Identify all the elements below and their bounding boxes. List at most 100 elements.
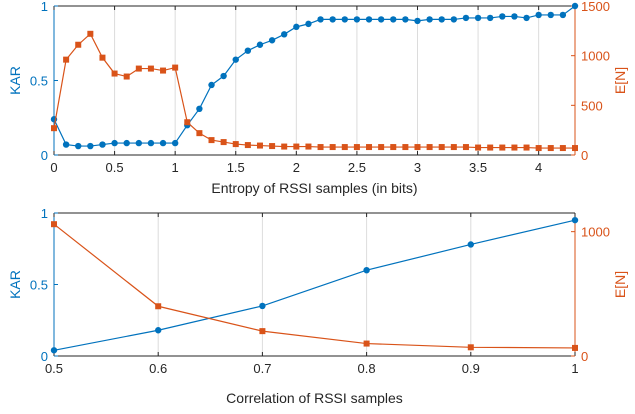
left-tick-label: 0.5 [30, 278, 48, 293]
kar-point [62, 141, 70, 148]
kar-point [523, 14, 530, 22]
kar-point [474, 14, 482, 22]
kar-point [196, 105, 203, 113]
en-point [51, 221, 57, 228]
kar-point [155, 327, 162, 334]
en-point [390, 144, 397, 151]
en-point [184, 119, 191, 126]
kar-point [329, 16, 336, 23]
kar-point [256, 41, 264, 48]
kar-point [341, 16, 348, 23]
kar-point [75, 142, 82, 150]
entropy-chart: 0 0.5 1 1.5 2 2.5 3 3.5 4 0 0.5 1 0 500 1000 1500 Entrop… [7, 0, 628, 196]
kar-point [426, 16, 433, 23]
kar-point [559, 11, 567, 19]
kar-point [281, 31, 288, 38]
x-tick-label: 1.5 [227, 160, 245, 175]
kar-point [438, 16, 445, 23]
kar-point [402, 16, 409, 23]
en-point [208, 137, 215, 144]
en-point [172, 64, 179, 71]
x-tick-label: 3 [414, 160, 421, 175]
kar-point [486, 14, 494, 22]
kar-point [535, 11, 542, 19]
kar-point [87, 142, 94, 150]
en-point [426, 144, 433, 151]
x-tick-label: 1 [571, 361, 578, 376]
en-point [547, 145, 554, 152]
en-point [559, 145, 566, 152]
en-point [535, 145, 542, 152]
kar-line [53, 5, 576, 147]
en-point [305, 143, 312, 150]
en-line [53, 223, 576, 349]
en-point [487, 144, 494, 151]
en-line [53, 32, 575, 149]
x-tick-label: 0.9 [462, 361, 480, 376]
kar-point [147, 139, 155, 147]
left-tick-label: 1 [41, 206, 48, 221]
en-point [438, 144, 445, 151]
en-point [475, 144, 482, 151]
kar-point [462, 14, 470, 22]
en-point [269, 143, 276, 150]
left-axis-label: KAR [7, 66, 23, 95]
kar-line [53, 219, 576, 351]
kar-point [450, 16, 458, 23]
en-point [281, 143, 288, 150]
x-tick-label: 0.5 [45, 361, 63, 376]
kar-point [232, 56, 239, 63]
en-point [220, 139, 227, 146]
kar-point [293, 23, 300, 31]
left-axis-label: KAR [7, 270, 23, 299]
en-point [99, 54, 106, 61]
kar-point [268, 37, 276, 44]
left-tick-label: 1 [41, 0, 48, 14]
en-point [353, 144, 360, 151]
kar-point [259, 302, 266, 310]
kar-point [571, 2, 579, 10]
kar-point [208, 81, 215, 89]
right-tick-label: 1000 [581, 49, 610, 64]
en-point [63, 56, 70, 63]
kar-point [363, 267, 370, 274]
kar-point [171, 139, 179, 147]
en-point [462, 144, 469, 151]
x-tick-label: 0 [50, 160, 57, 175]
x-tick-label: 0.7 [253, 361, 271, 376]
kar-point [99, 141, 106, 148]
x-tick-label: 3.5 [469, 160, 487, 175]
en-point [111, 70, 118, 77]
kar-point [317, 16, 324, 23]
kar-point [159, 139, 167, 147]
en-point [244, 142, 251, 149]
kar-point [547, 11, 554, 19]
en-point [232, 141, 239, 148]
kar-point [571, 216, 579, 224]
kar-point [135, 139, 143, 147]
en-point [523, 144, 530, 151]
right-tick-label: 1500 [581, 0, 610, 14]
x-tick-label: 2.5 [348, 160, 366, 175]
en-point [155, 303, 162, 310]
x-tick-label: 0.6 [149, 361, 167, 376]
right-axis-label: E[N] [612, 271, 628, 298]
kar-point [467, 241, 474, 248]
kar-point [499, 13, 506, 20]
en-point [51, 125, 57, 132]
en-point [329, 144, 336, 151]
en-point [135, 65, 142, 72]
right-axis-label: E[N] [612, 67, 628, 94]
en-point [317, 144, 324, 151]
right-tick-label: 500 [581, 98, 603, 113]
right-tick-label: 0 [581, 148, 588, 163]
en-point [256, 142, 263, 149]
en-point [341, 144, 348, 151]
kar-point [111, 139, 118, 147]
en-point [123, 73, 130, 80]
kar-point [123, 139, 130, 147]
right-tick-label: 0 [581, 349, 588, 364]
kar-point [244, 47, 252, 54]
left-tick-label: 0.5 [30, 74, 48, 89]
